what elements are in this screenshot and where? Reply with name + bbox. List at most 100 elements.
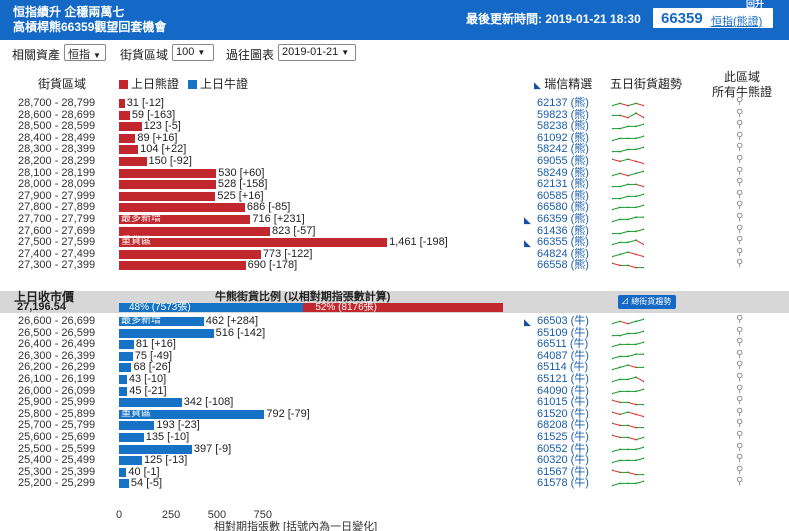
total-trend-button[interactable]: ⊿ 總街貨趨勢 (618, 295, 676, 309)
warrant-code-link[interactable]: 61520 (牛) (537, 407, 589, 420)
magnifier-icon[interactable]: ⚲ (736, 418, 744, 430)
warrant-code-link[interactable]: 58242 (熊) (537, 143, 589, 156)
bull-bar[interactable] (119, 328, 214, 338)
bear-bar[interactable] (119, 226, 271, 236)
magnifier-icon[interactable]: ⚲ (736, 142, 744, 154)
magnifier-icon[interactable]: ⚲ (736, 177, 744, 189)
magnifier-icon[interactable]: ⚲ (736, 337, 744, 349)
bull-bar[interactable] (119, 351, 133, 361)
warrant-code-link[interactable]: 68208 (牛) (537, 419, 589, 432)
warrant-code-link[interactable]: 61436 (熊) (537, 224, 589, 237)
bull-bar[interactable]: 重貨區 (119, 408, 265, 419)
bull-bar[interactable]: 最多新增 (119, 315, 204, 326)
featured-name-link[interactable]: 恒指(熊證) (711, 16, 763, 28)
warrant-code-link[interactable]: 61092 (熊) (537, 131, 589, 144)
warrant-code-link[interactable]: 66359 (熊) (537, 213, 589, 225)
bull-bar[interactable] (119, 433, 144, 442)
magnifier-icon[interactable]: ⚲ (736, 258, 744, 270)
warrant-code-link[interactable]: 65121 (牛) (537, 373, 589, 385)
warrant-code-link[interactable]: 65114 (牛) (537, 361, 589, 374)
bull-bar[interactable] (119, 467, 127, 477)
magnifier-icon[interactable]: ⚲ (736, 372, 744, 383)
bear-bar[interactable] (119, 133, 136, 143)
bull-bar[interactable] (119, 386, 128, 396)
featured-warrant-box[interactable]: 66359 恒指(熊證) (652, 7, 774, 29)
magnifier-icon[interactable]: ⚲ (736, 165, 744, 177)
bear-bar[interactable] (119, 168, 217, 178)
bear-bar[interactable] (119, 99, 125, 108)
bull-bar[interactable] (119, 479, 129, 489)
warrant-code-link[interactable]: 65109 (牛) (537, 326, 589, 339)
magnifier-icon[interactable]: ⚲ (736, 200, 744, 212)
warrant-code-link[interactable]: 62137 (熊) (537, 97, 589, 109)
warrant-code-link[interactable]: 62131 (熊) (537, 178, 589, 191)
bear-bar[interactable] (119, 110, 130, 120)
magnifier-icon[interactable]: ⚲ (736, 188, 744, 200)
magnifier-icon[interactable]: ⚲ (736, 464, 744, 476)
bear-bar[interactable] (119, 122, 142, 132)
warrant-code-link[interactable]: 61567 (牛) (537, 465, 589, 478)
magnifier-icon[interactable]: ⚲ (736, 96, 744, 107)
bull-bar[interactable] (119, 375, 127, 384)
warrant-code-link[interactable]: 60320 (牛) (537, 454, 589, 467)
warrant-code-link[interactable]: 66503 (牛) (537, 315, 589, 327)
bull-bar[interactable] (119, 456, 142, 466)
bear-bar[interactable] (119, 261, 246, 271)
bear-bar[interactable] (119, 180, 216, 190)
magnifier-icon[interactable]: ⚲ (736, 223, 744, 235)
bear-bar[interactable] (119, 191, 216, 201)
warrant-code-link[interactable]: 64090 (牛) (537, 384, 589, 397)
asset-select[interactable]: 恒指 ▼ (64, 44, 106, 61)
bull-bar[interactable] (119, 421, 155, 431)
bear-bar[interactable] (119, 249, 261, 259)
magnifier-icon[interactable]: ⚲ (736, 107, 744, 119)
warrant-code-link[interactable]: 61578 (牛) (537, 477, 589, 490)
magnifier-icon[interactable]: ⚲ (736, 406, 744, 418)
warrant-code-link[interactable]: 58249 (熊) (537, 166, 589, 179)
headline[interactable]: 恒指績升 企穩兩萬七 高槓桿熊66359觀望回套機會 (13, 5, 166, 35)
magnifier-icon[interactable]: ⚲ (736, 348, 744, 360)
magnifier-icon[interactable]: ⚲ (736, 430, 744, 441)
magnifier-icon[interactable]: ⚲ (736, 235, 744, 247)
featured-code[interactable]: 66359 (661, 10, 703, 27)
zone-select[interactable]: 100 ▼ (172, 44, 214, 61)
warrant-code-link[interactable]: 64824 (熊) (537, 247, 589, 260)
warrant-code-link[interactable]: 64087 (牛) (537, 349, 589, 362)
bull-bar[interactable] (119, 340, 134, 350)
magnifier-icon[interactable]: ⚲ (736, 130, 744, 142)
magnifier-icon[interactable]: ⚲ (736, 453, 744, 465)
magnifier-icon[interactable]: ⚲ (736, 360, 744, 372)
magnifier-icon[interactable]: ⚲ (736, 325, 744, 337)
bear-bar[interactable] (119, 157, 147, 166)
bull-bar[interactable] (119, 398, 182, 408)
magnifier-icon[interactable]: ⚲ (736, 314, 744, 325)
warrant-code-link[interactable]: 58238 (熊) (537, 120, 589, 133)
bear-bar[interactable] (119, 145, 139, 155)
warrant-code-link[interactable]: 60552 (牛) (537, 442, 589, 455)
magnifier-icon[interactable]: ⚲ (736, 246, 744, 258)
warrant-code-link[interactable]: 69055 (熊) (537, 155, 589, 167)
warrant-code-link[interactable]: 61015 (牛) (537, 396, 589, 409)
magnifier-icon[interactable]: ⚲ (736, 212, 744, 223)
magnifier-icon[interactable]: ⚲ (736, 383, 744, 395)
chart-date-select[interactable]: 2019-01-21 ▼ (278, 44, 356, 61)
headline-line2[interactable]: 高槓桿熊66359觀望回套機會 (13, 20, 167, 34)
bull-bar[interactable] (119, 363, 132, 373)
warrant-code-link[interactable]: 61525 (牛) (537, 431, 589, 443)
magnifier-icon[interactable]: ⚲ (736, 476, 744, 488)
bull-bar[interactable] (119, 444, 192, 454)
bear-bar[interactable]: 最多新增 (119, 213, 251, 224)
warrant-code-link[interactable]: 60585 (熊) (537, 189, 589, 202)
magnifier-icon[interactable]: ⚲ (736, 154, 744, 165)
warrant-code-link[interactable]: 59823 (熊) (537, 108, 589, 121)
bear-bar[interactable]: 重貨區 (119, 236, 388, 248)
headline-line1[interactable]: 恒指績升 企穩兩萬七 (13, 5, 125, 19)
warrant-code-link[interactable]: 66355 (熊) (537, 236, 589, 249)
magnifier-icon[interactable]: ⚲ (736, 119, 744, 131)
magnifier-icon[interactable]: ⚲ (736, 395, 744, 407)
warrant-code-link[interactable]: 66511 (牛) (537, 338, 589, 351)
warrant-code-link[interactable]: 66580 (熊) (537, 201, 589, 214)
magnifier-icon[interactable]: ⚲ (736, 441, 744, 453)
bear-bar[interactable] (119, 203, 245, 213)
warrant-code-link[interactable]: 66558 (熊) (537, 259, 589, 272)
